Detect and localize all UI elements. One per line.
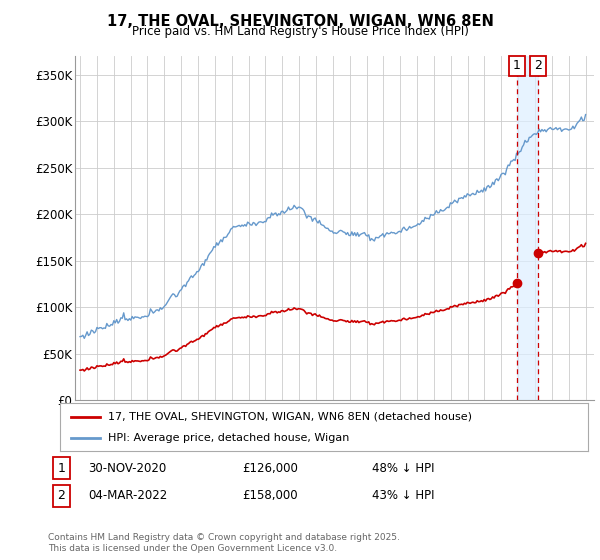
- Text: 04-MAR-2022: 04-MAR-2022: [89, 489, 168, 502]
- Text: 48% ↓ HPI: 48% ↓ HPI: [372, 461, 434, 475]
- Text: £126,000: £126,000: [242, 461, 298, 475]
- Text: £158,000: £158,000: [242, 489, 298, 502]
- Text: Price paid vs. HM Land Registry's House Price Index (HPI): Price paid vs. HM Land Registry's House …: [131, 25, 469, 38]
- Bar: [517, 56, 538, 400]
- Text: HPI: Average price, detached house, Wigan: HPI: Average price, detached house, Wiga…: [107, 433, 349, 444]
- Text: 1: 1: [58, 461, 65, 475]
- Text: 43% ↓ HPI: 43% ↓ HPI: [372, 489, 434, 502]
- Text: 30-NOV-2020: 30-NOV-2020: [89, 461, 167, 475]
- Text: 2: 2: [534, 59, 542, 72]
- Text: Contains HM Land Registry data © Crown copyright and database right 2025.
This d: Contains HM Land Registry data © Crown c…: [48, 533, 400, 553]
- Text: 17, THE OVAL, SHEVINGTON, WIGAN, WN6 8EN: 17, THE OVAL, SHEVINGTON, WIGAN, WN6 8EN: [107, 14, 493, 29]
- Text: 1: 1: [513, 59, 521, 72]
- Text: 2: 2: [58, 489, 65, 502]
- Text: 17, THE OVAL, SHEVINGTON, WIGAN, WN6 8EN (detached house): 17, THE OVAL, SHEVINGTON, WIGAN, WN6 8EN…: [107, 412, 472, 422]
